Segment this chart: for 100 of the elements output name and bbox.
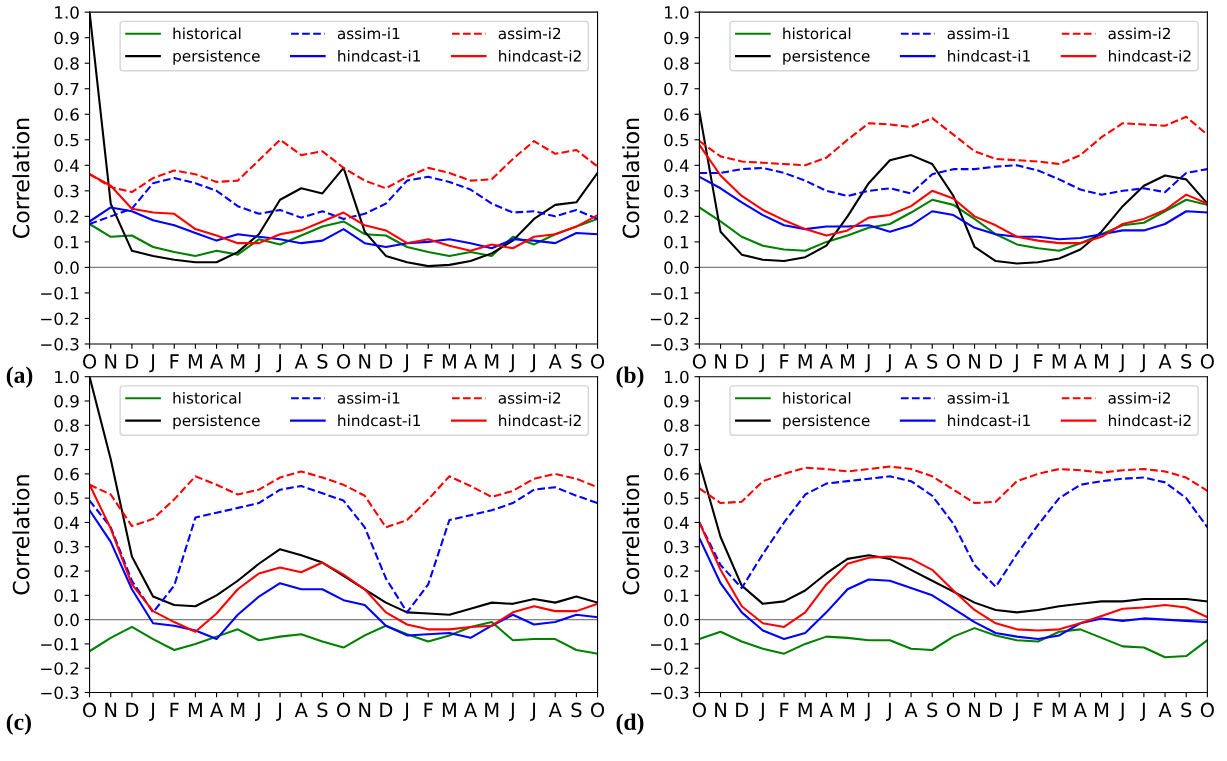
y-axis-title: Correlation — [622, 475, 640, 595]
y-tick-label: 0.4 — [664, 159, 689, 172]
x-tick-label: N — [359, 354, 371, 369]
x-tick-label: M — [231, 354, 245, 369]
x-tick-label: J — [403, 354, 409, 373]
x-tick-label: F — [424, 702, 433, 718]
y-tick-label: 0.6 — [54, 467, 79, 481]
x-tick-label: J — [1118, 702, 1124, 721]
x-tick-label: M — [442, 702, 456, 718]
x-tick-label: O — [83, 702, 97, 718]
y-tick-label: 0.5 — [664, 133, 689, 147]
legend-label: hindcast-i1 — [948, 414, 1030, 427]
x-tick-label: O — [692, 702, 706, 718]
x-tick-label: F — [170, 702, 179, 718]
y-tick-label: 0.4 — [54, 516, 79, 530]
line-series — [699, 198, 1208, 252]
text: (d) — [616, 713, 644, 735]
x-tick-label: D — [990, 702, 1003, 718]
y-tick-label: 0.2 — [54, 565, 79, 578]
line-series — [699, 627, 1208, 659]
legend-label: historical — [173, 391, 241, 404]
x-tick-label: M — [188, 354, 202, 369]
y-tick-label: 0.0 — [54, 613, 79, 627]
x-tick-label: O — [1200, 702, 1214, 718]
y-tick-label: 0.2 — [664, 565, 688, 578]
line-series — [699, 537, 1208, 641]
y-tick-label: −0.1 — [41, 637, 79, 651]
x-tick-label: J — [1013, 702, 1018, 721]
legend-label: historical — [173, 27, 241, 40]
x-tick-label: N — [105, 702, 117, 718]
x-tick-label: S — [571, 702, 582, 718]
x-tick-label: S — [317, 354, 328, 369]
y-tick-label: 0.7 — [54, 443, 79, 457]
legend-label: persistence — [783, 49, 870, 65]
x-tick-label: N — [969, 354, 980, 369]
x-tick-label: N — [969, 702, 980, 718]
x-tick-label: M — [1095, 702, 1109, 718]
x-tick-label: M — [841, 702, 855, 718]
x-tick-label: O — [590, 702, 605, 718]
y-tick-label: −0.3 — [650, 337, 689, 351]
x-tick-label: N — [359, 702, 371, 718]
x-tick-label: D — [126, 702, 139, 718]
y-tick-label: 0.9 — [54, 31, 79, 45]
legend-label: persistence — [173, 49, 260, 65]
legend-label: persistence — [783, 414, 870, 430]
y-tick-label: 0.3 — [664, 184, 689, 198]
y-tick-label: 0.0 — [54, 261, 79, 274]
x-tick-label: M — [485, 702, 499, 718]
x-tick-label: S — [927, 702, 938, 718]
x-tick-label: J — [1140, 354, 1145, 373]
legend-label: historical — [783, 27, 851, 40]
line-series — [699, 143, 1208, 245]
y-tick-label: −0.2 — [41, 662, 79, 675]
legend-label: hindcast-i1 — [338, 414, 420, 427]
legend-label: hindcast-i2 — [1108, 49, 1191, 62]
y-tick-label: 0.3 — [54, 540, 79, 554]
x-tick-label: F — [780, 702, 789, 718]
x-tick-label: A — [819, 702, 833, 718]
y-axis-title: Correlation — [622, 118, 640, 239]
text: (a) — [6, 366, 33, 388]
x-tick-label: D — [380, 702, 393, 718]
legend-label: hindcast-i2 — [499, 414, 581, 427]
x-tick-label: J — [255, 702, 260, 721]
y-tick-label: 1.0 — [664, 370, 689, 384]
x-tick-label: O — [1200, 354, 1214, 369]
y-tick-label: 1.0 — [55, 6, 79, 19]
y-tick-label: 0.9 — [664, 394, 689, 408]
x-tick-label: J — [1013, 354, 1018, 373]
text: (c) — [6, 713, 31, 735]
y-tick-label: 0.8 — [664, 57, 689, 70]
line-series — [699, 465, 1208, 505]
y-tick-label: −0.1 — [650, 637, 689, 651]
x-tick-label: D — [126, 354, 139, 369]
y-tick-label: 0.8 — [664, 419, 689, 432]
x-tick-label: J — [759, 702, 764, 721]
y-tick-label: 0.6 — [664, 108, 689, 121]
y-tick-label: 0.9 — [664, 31, 689, 45]
x-tick-label: J — [530, 354, 536, 373]
legend-label: assim-i2 — [498, 391, 561, 404]
legend-label: hindcast-i1 — [948, 49, 1030, 62]
y-tick-label: 0.1 — [664, 235, 689, 249]
x-tick-label: M — [1052, 354, 1066, 369]
y-tick-label: 0.6 — [664, 467, 689, 481]
y-tick-label: 0.4 — [54, 159, 79, 172]
y-tick-label: 0.2 — [664, 210, 688, 223]
x-tick-label: A — [210, 354, 224, 369]
x-tick-label: A — [1158, 354, 1172, 369]
y-tick-label: 0.0 — [664, 613, 689, 627]
legend-label: assim-i1 — [337, 391, 400, 404]
y-tick-label: 0.2 — [54, 210, 79, 223]
y-tick-label: 0.5 — [664, 492, 689, 505]
x-tick-label: J — [255, 354, 260, 373]
line-series — [89, 509, 598, 641]
x-tick-label: M — [231, 702, 245, 718]
y-tick-label: 0.8 — [54, 419, 79, 432]
y-tick-label: −0.3 — [41, 686, 79, 700]
x-tick-label: F — [1034, 702, 1043, 718]
y-tick-label: −0.2 — [650, 662, 688, 675]
line-series — [89, 217, 598, 257]
x-tick-label: A — [904, 354, 918, 369]
